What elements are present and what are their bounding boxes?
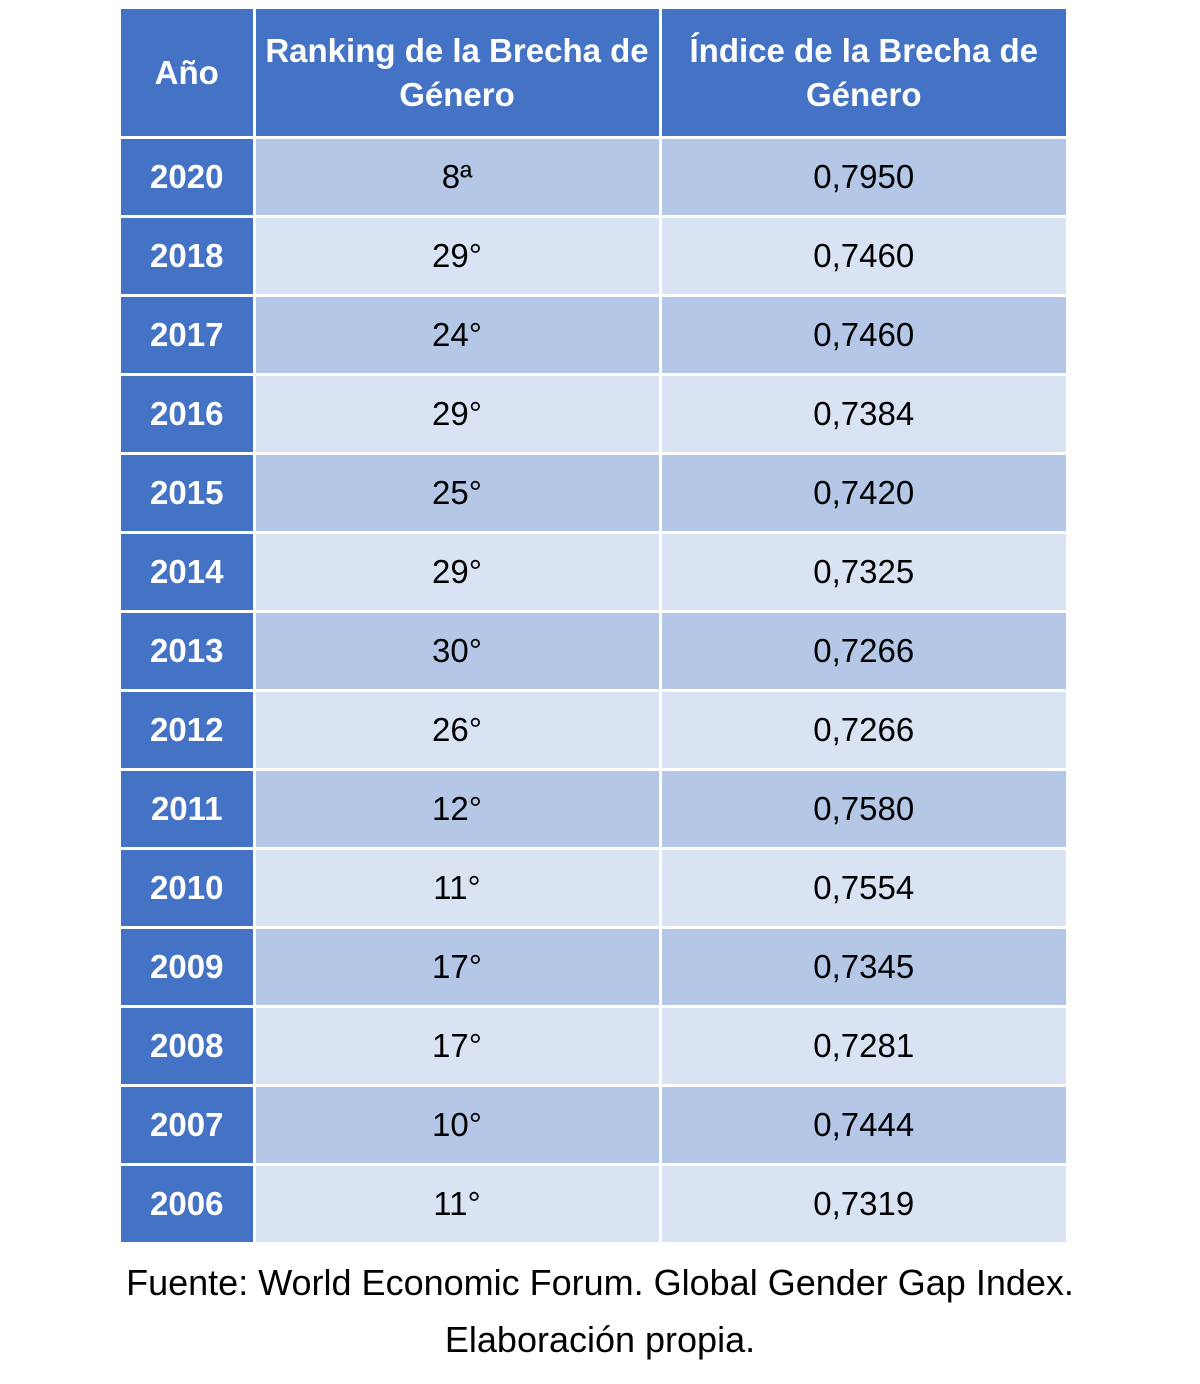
authorship-line: Elaboración propia. — [444, 1319, 756, 1360]
year-cell: 2015 — [121, 453, 256, 534]
ranking-cell: 29° — [254, 374, 662, 455]
table-row: 2008 17° 0,7281 — [121, 1006, 1066, 1087]
table-row: 2013 30° 0,7266 — [121, 611, 1066, 692]
year-cell: 2018 — [121, 216, 256, 297]
index-cell: 0,7580 — [660, 769, 1066, 850]
year-cell: 2008 — [121, 1006, 256, 1087]
table-row: 2017 24° 0,7460 — [121, 295, 1066, 376]
ranking-cell: 8ª — [254, 137, 662, 218]
header-index: Índice de la Brecha de Género — [660, 9, 1066, 139]
index-cell: 0,7420 — [660, 453, 1066, 534]
ranking-cell: 24° — [254, 295, 662, 376]
source-footer: Fuente: World Economic Forum. Global Gen… — [0, 1254, 1200, 1368]
index-cell: 0,7266 — [660, 611, 1066, 692]
ranking-cell: 11° — [254, 1164, 662, 1242]
table-row: 2012 26° 0,7266 — [121, 690, 1066, 771]
index-cell: 0,7384 — [660, 374, 1066, 455]
data-table-container: Año Ranking de la Brecha de Género Índic… — [121, 9, 1066, 1242]
index-cell: 0,7444 — [660, 1085, 1066, 1166]
index-cell: 0,7460 — [660, 295, 1066, 376]
table-row: 2007 10° 0,7444 — [121, 1085, 1066, 1166]
year-cell: 2010 — [121, 848, 256, 929]
table-row: 2015 25° 0,7420 — [121, 453, 1066, 534]
year-cell: 2009 — [121, 927, 256, 1008]
year-cell: 2012 — [121, 690, 256, 771]
table-row: 2006 11° 0,7319 — [121, 1164, 1066, 1242]
ranking-cell: 17° — [254, 1006, 662, 1087]
ranking-cell: 12° — [254, 769, 662, 850]
ranking-cell: 25° — [254, 453, 662, 534]
table-row: 2014 29° 0,7325 — [121, 532, 1066, 613]
ranking-cell: 17° — [254, 927, 662, 1008]
ranking-cell: 11° — [254, 848, 662, 929]
index-cell: 0,7950 — [660, 137, 1066, 218]
year-cell: 2006 — [121, 1164, 256, 1242]
ranking-cell: 30° — [254, 611, 662, 692]
index-cell: 0,7345 — [660, 927, 1066, 1008]
source-line: Fuente: World Economic Forum. Global Gen… — [126, 1262, 1074, 1303]
year-cell: 2020 — [121, 137, 256, 218]
year-cell: 2017 — [121, 295, 256, 376]
index-cell: 0,7319 — [660, 1164, 1066, 1242]
gender-gap-table: Año Ranking de la Brecha de Género Índic… — [121, 9, 1066, 1242]
table-row: 2018 29° 0,7460 — [121, 216, 1066, 297]
table-row: 2009 17° 0,7345 — [121, 927, 1066, 1008]
index-cell: 0,7281 — [660, 1006, 1066, 1087]
table-row: 2016 29° 0,7384 — [121, 374, 1066, 455]
table-row: 2011 12° 0,7580 — [121, 769, 1066, 850]
ranking-cell: 10° — [254, 1085, 662, 1166]
table-header-row: Año Ranking de la Brecha de Género Índic… — [121, 9, 1066, 139]
ranking-cell: 29° — [254, 216, 662, 297]
index-cell: 0,7266 — [660, 690, 1066, 771]
header-year: Año — [121, 9, 256, 139]
index-cell: 0,7325 — [660, 532, 1066, 613]
year-cell: 2007 — [121, 1085, 256, 1166]
year-cell: 2013 — [121, 611, 256, 692]
table-row: 2010 11° 0,7554 — [121, 848, 1066, 929]
ranking-cell: 29° — [254, 532, 662, 613]
year-cell: 2011 — [121, 769, 256, 850]
index-cell: 0,7460 — [660, 216, 1066, 297]
table-row: 2020 8ª 0,7950 — [121, 137, 1066, 218]
year-cell: 2014 — [121, 532, 256, 613]
year-cell: 2016 — [121, 374, 256, 455]
ranking-cell: 26° — [254, 690, 662, 771]
header-ranking: Ranking de la Brecha de Género — [254, 9, 662, 139]
index-cell: 0,7554 — [660, 848, 1066, 929]
